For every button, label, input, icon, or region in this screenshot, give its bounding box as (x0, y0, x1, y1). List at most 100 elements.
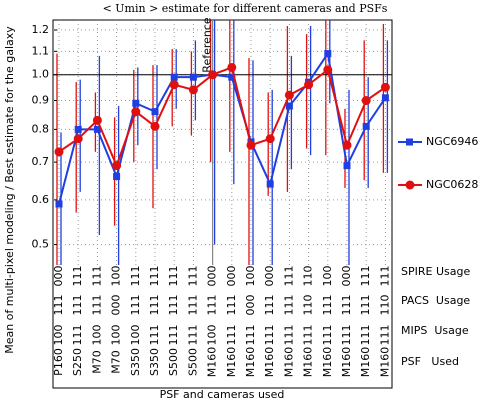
x-tick-label: P160 (52, 348, 65, 376)
x-tick-label: S500 (167, 348, 180, 376)
row-cell: 111 (129, 266, 142, 287)
row-cell: 111 (282, 325, 295, 346)
row-cell: 111 (167, 325, 180, 346)
row-cell: 111 (359, 325, 372, 346)
x-tick-label: M160 (302, 347, 315, 378)
marker (73, 134, 83, 144)
row-cell: 000 (340, 266, 353, 287)
row-cell: 100 (129, 325, 142, 346)
row-cell: 111 (321, 325, 334, 346)
row-cell: 111 (321, 295, 334, 316)
marker (246, 140, 256, 150)
x-tick-label: M160 (340, 347, 353, 378)
row-cell: 111 (90, 266, 103, 287)
row-cell: 111 (71, 325, 84, 346)
y-tick-label: 0.6 (32, 193, 50, 206)
series-line (58, 50, 387, 205)
row-cell: 000 (52, 266, 65, 287)
x-tick-label: S500 (186, 348, 199, 376)
x-tick-label: M160 (206, 347, 219, 378)
row-cell: 111 (148, 266, 161, 287)
row-cell: 110 (378, 295, 391, 316)
y-tick-label: 0.5 (32, 238, 50, 251)
annotation: Reference (201, 17, 214, 73)
marker (361, 96, 371, 106)
row-cell: 111 (225, 295, 238, 316)
marker (381, 94, 389, 102)
row-label: SPIRE Usage (401, 265, 470, 278)
x-tick-label: S350 (148, 348, 161, 376)
row-cell: 111 (129, 295, 142, 316)
row-cell: 100 (206, 325, 219, 346)
row-cell: 111 (90, 295, 103, 316)
x-tick-label: M160 (378, 347, 391, 378)
marker (227, 62, 237, 72)
x-tick-label: M160 (244, 347, 257, 378)
row-cell: 111 (148, 295, 161, 316)
row-cell: 000 (110, 295, 123, 316)
marker (265, 134, 275, 144)
marker (362, 122, 370, 130)
marker (93, 125, 101, 133)
row-cell: 111 (282, 295, 295, 316)
marker (74, 125, 82, 133)
marker (112, 161, 122, 171)
row-cell: 000 (263, 266, 276, 287)
row-cell: 111 (148, 325, 161, 346)
x-tick-label: M160 (282, 347, 295, 378)
row-cell: 100 (110, 325, 123, 346)
y-tick-label: 1.2 (32, 23, 50, 36)
row-cell: 111 (244, 325, 257, 346)
y-tick-label: 1.0 (32, 68, 50, 81)
marker (324, 50, 332, 58)
marker (343, 162, 351, 170)
row-cell: 111 (359, 266, 372, 287)
marker (54, 147, 64, 157)
row-cell: 111 (359, 295, 372, 316)
x-tick-label: M160 (225, 347, 238, 378)
marker (380, 82, 390, 92)
row-cell: 111 (167, 266, 180, 287)
marker (169, 80, 179, 90)
x-tick-label: M160 (321, 347, 334, 378)
row-cell: 111 (186, 325, 199, 346)
marker (55, 200, 63, 208)
row-cell: 100 (321, 266, 334, 287)
row-cell: 110 (302, 266, 315, 287)
row-label: PACS Usage (401, 294, 470, 307)
row-cell: 100 (110, 266, 123, 287)
row-cell: 000 (206, 266, 219, 287)
marker (170, 73, 178, 81)
y-tick-label: 1.1 (32, 44, 50, 57)
row-cell: 111 (225, 325, 238, 346)
row-cell: 111 (302, 325, 315, 346)
row-cell: 111 (340, 325, 353, 346)
row-label: MIPS Usage (401, 324, 469, 337)
marker (151, 108, 159, 116)
marker (284, 90, 294, 100)
row-cell: 110 (302, 295, 315, 316)
marker (266, 180, 274, 188)
marker (208, 70, 218, 80)
x-axis-label: PSF and cameras used (160, 388, 285, 401)
row-cell: 100 (52, 325, 65, 346)
row-cell: 111 (71, 295, 84, 316)
marker (113, 173, 121, 181)
row-cell: 111 (186, 295, 199, 316)
x-tick-label: S250 (71, 348, 84, 376)
marker (228, 73, 236, 81)
x-tick-label: M70 (90, 350, 103, 374)
row-cell: 111 (282, 266, 295, 287)
row-cell: 100 (244, 266, 257, 287)
chart-title: < Umin > estimate for different cameras … (103, 2, 388, 15)
row-cell: 111 (186, 266, 199, 287)
legend-label: NGC6946 (426, 135, 478, 148)
y-tick-label: 0.9 (32, 94, 50, 107)
row-cell: 111 (206, 295, 219, 316)
row-cell: 111 (378, 266, 391, 287)
row-cell: 100 (90, 325, 103, 346)
row-cell: 000 (244, 295, 257, 316)
y-axis-label: Mean of multi-pixel modeling / Best esti… (3, 26, 16, 354)
row-cell: 111 (378, 325, 391, 346)
